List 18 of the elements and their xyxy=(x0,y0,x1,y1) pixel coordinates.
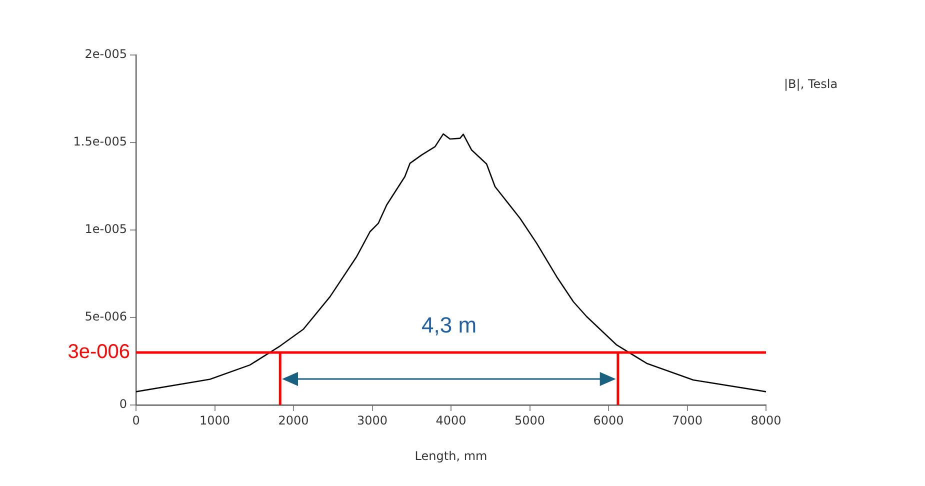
y-tick-label: 0 xyxy=(119,397,127,412)
x-axis-title: Length, mm xyxy=(414,449,488,464)
annotation: 4,3 m xyxy=(422,312,477,338)
y-tick-label: 1e-005 xyxy=(84,222,127,236)
y-tick-label: 5e-006 xyxy=(84,310,127,324)
ref-line-label: 3e-006 xyxy=(68,341,130,364)
x-tick-label: 7000 xyxy=(672,413,703,428)
x-tick-label: 1000 xyxy=(199,413,230,428)
x-tick-label: 0 xyxy=(132,413,140,428)
x-tick-label: 6000 xyxy=(593,413,624,428)
x-tick-label: 4000 xyxy=(436,413,466,428)
y-axis-title: |B|, Tesla xyxy=(784,77,838,92)
x-tick-label: 8000 xyxy=(750,413,782,428)
y-tick-label: 2e-005 xyxy=(84,47,127,62)
y-tick-label: 1.5e-005 xyxy=(73,134,127,149)
x-tick-label: 5000 xyxy=(514,413,546,428)
x-tick-label: 2000 xyxy=(278,413,309,428)
x-tick-label: 3000 xyxy=(356,413,388,428)
